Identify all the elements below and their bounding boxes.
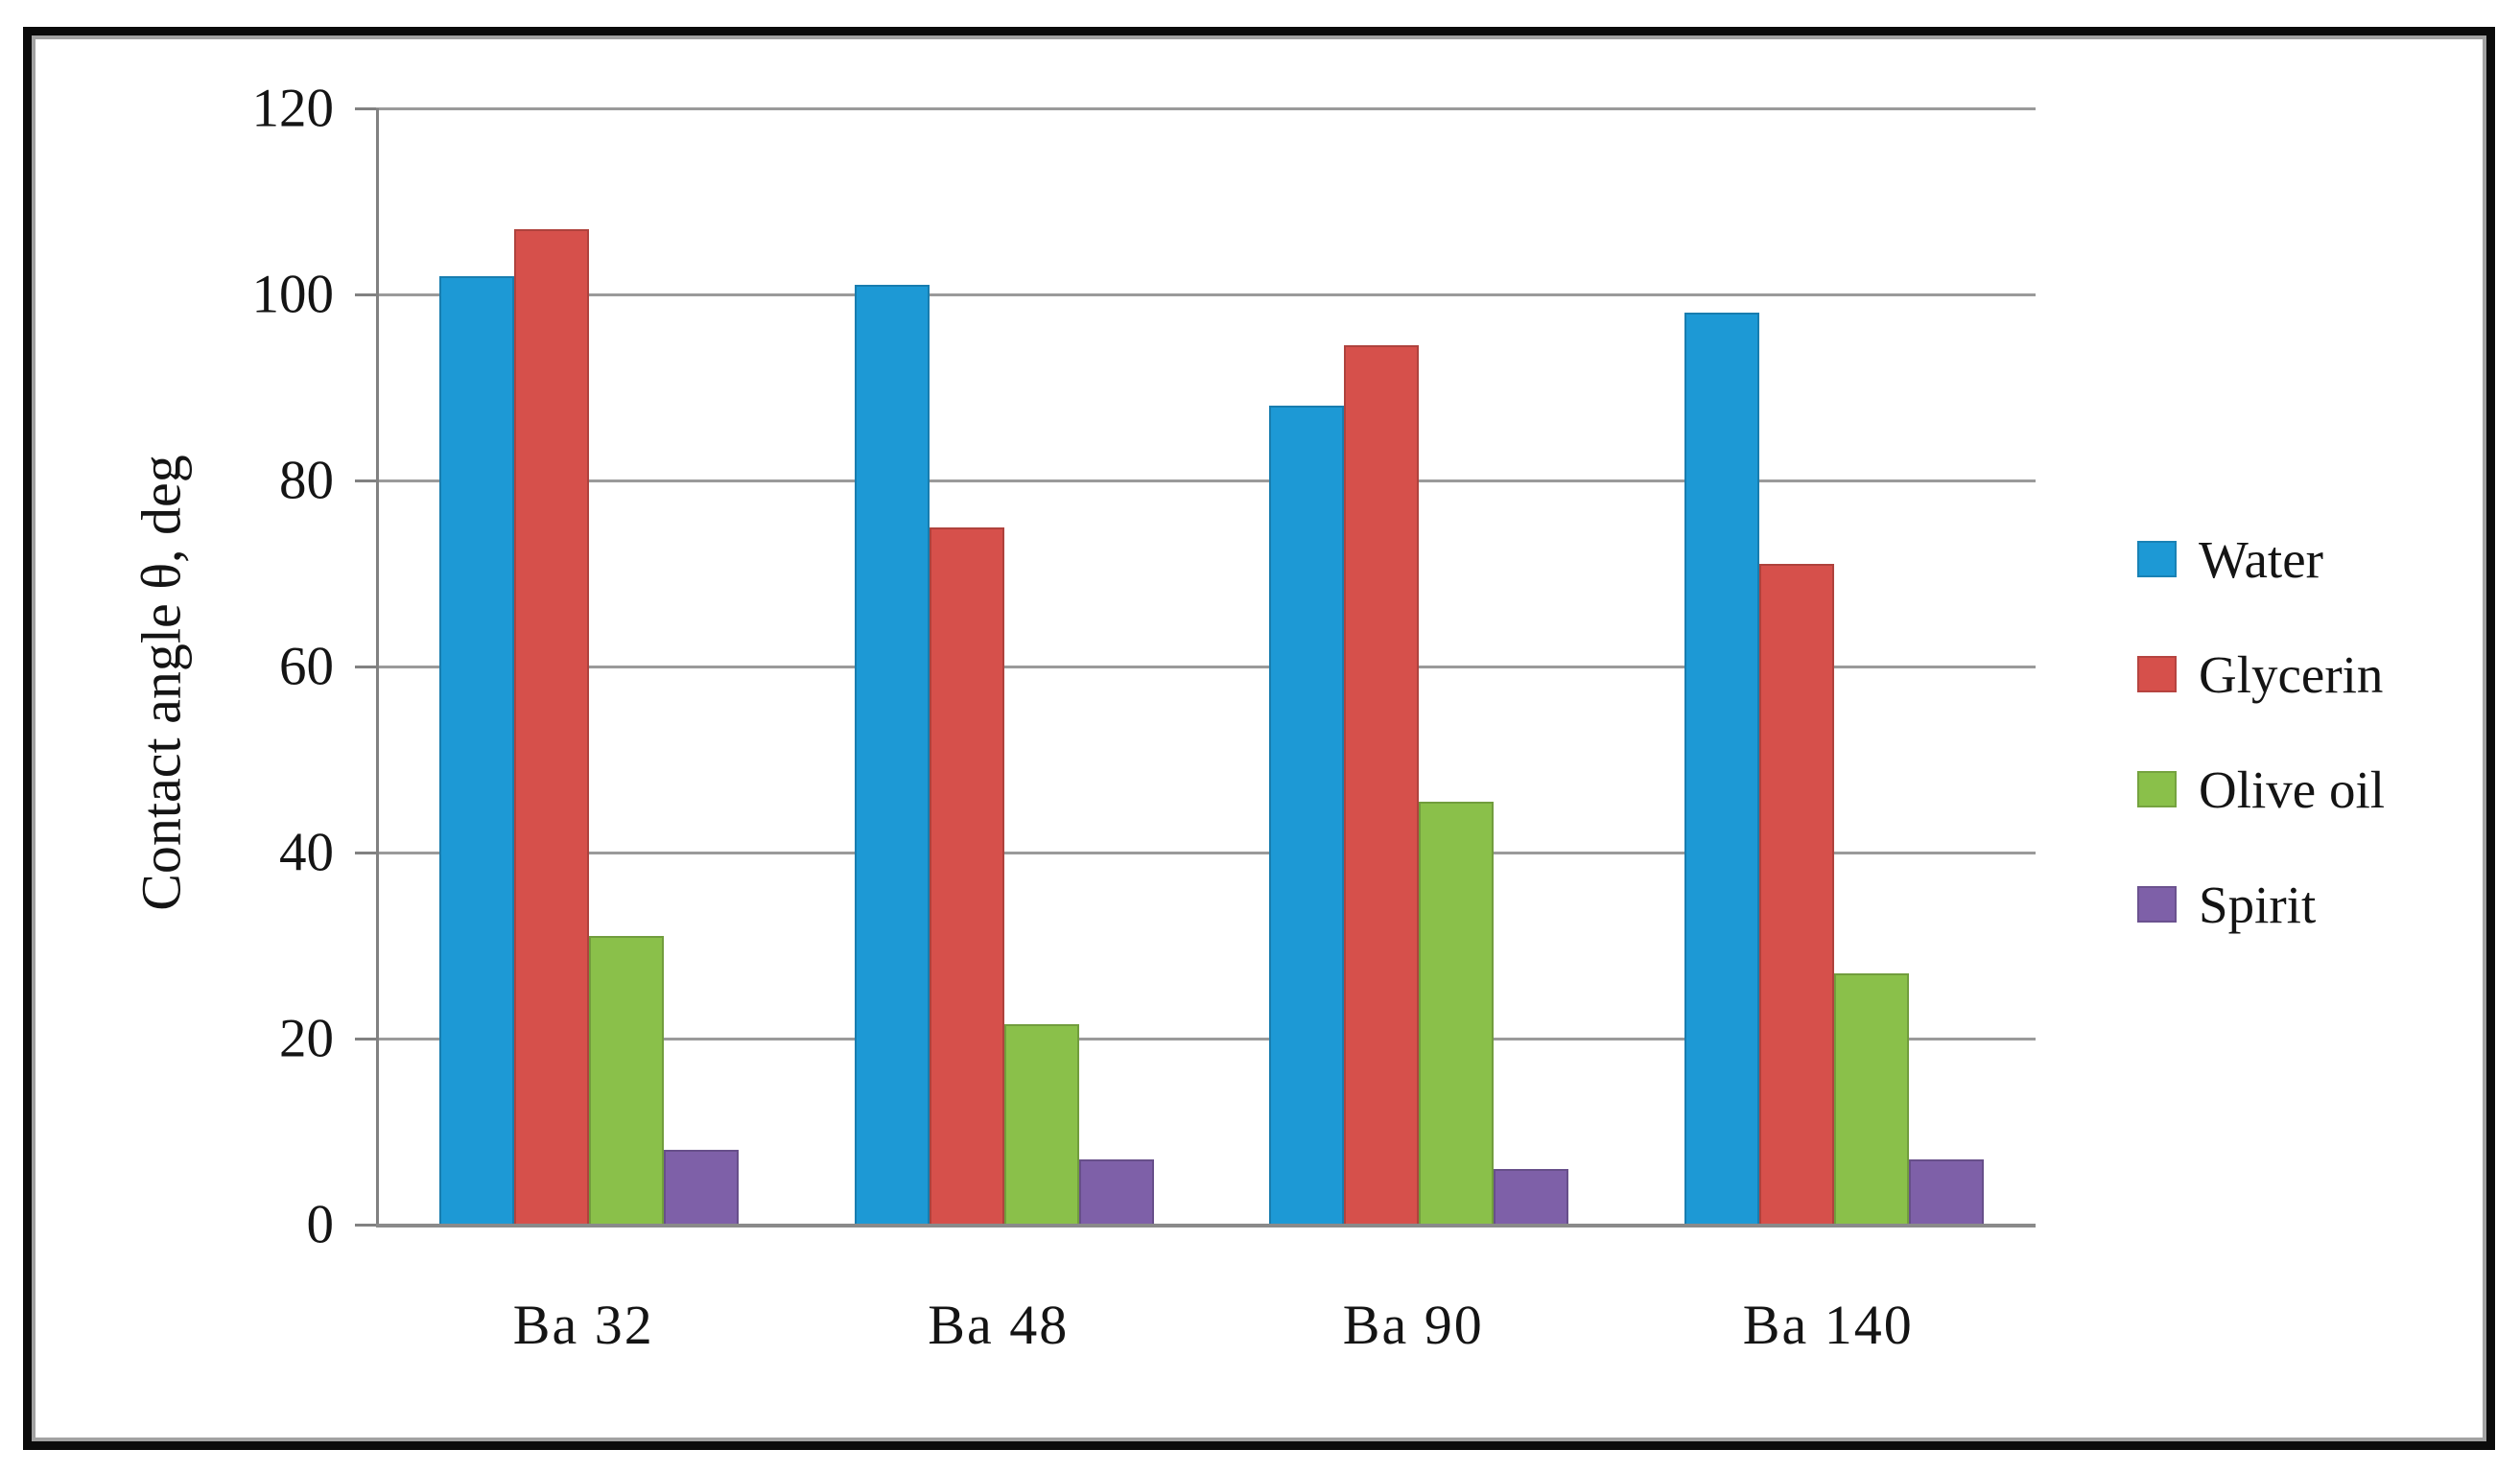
y-tick-40 <box>355 852 376 854</box>
legend-label-water: Water <box>2199 529 2323 589</box>
gridline-y-60 <box>376 666 2036 668</box>
legend-label-olive-oil: Olive oil <box>2199 760 2386 819</box>
bar-olive-oil-ba-32 <box>589 936 664 1225</box>
bar-glycerin-ba-48 <box>929 526 1004 1225</box>
bar-spirit-ba-90 <box>1494 1168 1568 1225</box>
legend-item-olive-oil: Olive oil <box>2137 732 2385 847</box>
chart-outer-frame <box>23 27 2495 1450</box>
bar-olive-oil-ba-48 <box>1003 1024 1079 1225</box>
y-tick-120 <box>355 107 376 110</box>
y-tick-label-0: 0 <box>306 1194 335 1255</box>
bar-glycerin-ba-90 <box>1344 345 1419 1225</box>
x-axis-line <box>376 1224 2036 1228</box>
legend-swatch-spirit <box>2137 886 2177 923</box>
bar-spirit-ba-32 <box>664 1150 739 1225</box>
y-axis-line <box>376 108 379 1225</box>
bar-glycerin-ba-32 <box>514 229 589 1225</box>
y-axis-title: Contact angle θ, deg <box>130 455 193 911</box>
y-tick-label-40: 40 <box>279 822 334 883</box>
y-tick-label-100: 100 <box>251 264 335 325</box>
chart-inner-frame-line <box>32 35 2486 1441</box>
bar-olive-oil-ba-90 <box>1419 801 1494 1225</box>
bar-olive-oil-ba-140 <box>1833 973 1909 1225</box>
legend-swatch-olive-oil <box>2137 771 2177 807</box>
legend-item-spirit: Spirit <box>2137 847 2316 962</box>
y-tick-60 <box>355 666 376 668</box>
y-tick-label-60: 60 <box>279 636 334 697</box>
legend-swatch-water <box>2137 541 2177 577</box>
y-tick-0 <box>355 1224 376 1227</box>
y-tick-label-20: 20 <box>279 1008 334 1069</box>
y-tick-100 <box>355 293 376 296</box>
legend-item-water: Water <box>2137 502 2323 617</box>
y-tick-20 <box>355 1038 376 1040</box>
bar-water-ba-140 <box>1684 313 1759 1225</box>
legend-label-spirit: Spirit <box>2199 875 2317 934</box>
gridline-y-100 <box>376 293 2036 296</box>
legend-item-glycerin: Glycerin <box>2137 617 2383 732</box>
x-category-label-ba-90: Ba 90 <box>1342 1294 1484 1356</box>
bar-water-ba-48 <box>854 285 930 1225</box>
bar-water-ba-32 <box>439 275 514 1225</box>
gridline-y-20 <box>376 1038 2036 1040</box>
gridline-y-40 <box>376 852 2036 854</box>
x-category-label-ba-32: Ba 32 <box>512 1294 654 1356</box>
x-category-label-ba-48: Ba 48 <box>928 1294 1070 1356</box>
y-tick-label-80: 80 <box>279 450 334 511</box>
y-tick-label-120: 120 <box>251 78 335 139</box>
legend-swatch-glycerin <box>2137 656 2177 692</box>
gridline-y-120 <box>376 107 2036 110</box>
legend-label-glycerin: Glycerin <box>2199 644 2384 704</box>
x-category-label-ba-140: Ba 140 <box>1742 1294 1914 1356</box>
y-tick-80 <box>355 479 376 482</box>
bar-spirit-ba-48 <box>1078 1159 1154 1225</box>
bar-glycerin-ba-140 <box>1758 564 1834 1225</box>
gridline-y-80 <box>376 479 2036 482</box>
bar-water-ba-90 <box>1269 406 1344 1225</box>
bar-spirit-ba-140 <box>1908 1159 1984 1225</box>
